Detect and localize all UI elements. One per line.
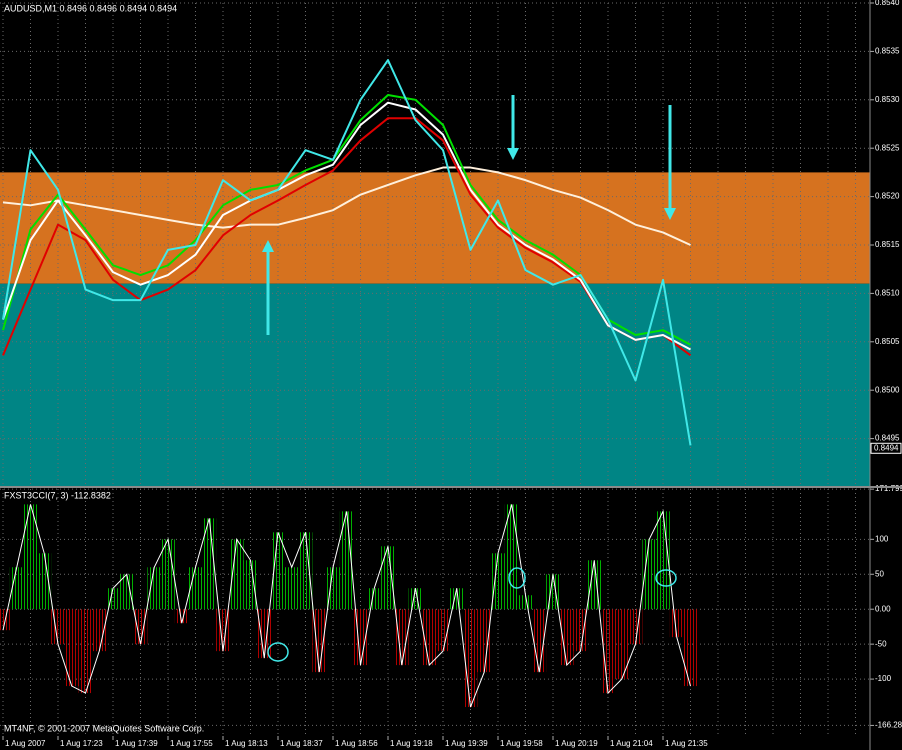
x-tick-label: 1 Aug 17:39 xyxy=(115,739,158,748)
y-tick-label: 0.8530 xyxy=(875,95,900,104)
x-tick-label: 1 Aug 2007 xyxy=(5,739,46,748)
histogram-bar xyxy=(312,609,327,673)
histogram-bar xyxy=(642,539,657,610)
histogram-bar xyxy=(92,609,107,652)
histogram-bar xyxy=(367,588,382,610)
indicator-line xyxy=(2,117,692,357)
signal-arrows xyxy=(262,95,676,335)
arrow-head xyxy=(262,240,274,252)
indicator-title: FXST3CCI(7, 3) -112.8382 xyxy=(4,490,111,500)
x-tick-label: 1 Aug 17:55 xyxy=(170,739,213,748)
indicator-line xyxy=(2,166,691,246)
x-tick-label: 1 Aug 20:19 xyxy=(555,739,598,748)
x-tick-label: 1 Aug 21:04 xyxy=(610,739,653,748)
histogram-bar xyxy=(559,609,574,666)
histogram-bar xyxy=(23,504,38,610)
y-tick-label: 0.00 xyxy=(875,604,891,613)
histogram-bar xyxy=(381,546,395,610)
histogram-bar xyxy=(257,609,272,659)
histogram-bar xyxy=(229,539,244,610)
histogram-bar xyxy=(202,518,217,610)
histogram-bar xyxy=(64,609,79,687)
x-tick-label: 1 Aug 19:58 xyxy=(500,739,543,748)
y-tick-label: -50 xyxy=(875,639,887,648)
indicator-line xyxy=(2,59,692,446)
chart-title: AUDUSD,M1 0.8496 0.8496 0.8494 0.8494 xyxy=(4,3,177,13)
histogram-bar xyxy=(119,574,134,610)
y-tick-label: 0.8495 xyxy=(875,434,900,443)
y-tick-label: 0.8510 xyxy=(875,289,900,298)
histogram-bar xyxy=(271,532,285,610)
last-price-label: 0.8494 xyxy=(874,443,899,452)
histogram-bar xyxy=(628,609,643,645)
x-tick-label: 1 Aug 21:35 xyxy=(665,739,708,748)
histogram-bar xyxy=(9,567,24,610)
circle xyxy=(655,569,677,587)
y-tick-label: 0.8505 xyxy=(875,337,900,346)
histogram-bar xyxy=(51,609,65,645)
indicator-line xyxy=(2,93,691,346)
histogram-bar xyxy=(463,609,478,708)
last-price-box xyxy=(870,442,902,454)
x-tick-label: 1 Aug 18:37 xyxy=(280,739,323,748)
price-zone xyxy=(0,283,870,487)
circle xyxy=(267,642,289,662)
footer: MT4NF, © 2001-2007 MetaQuotes Software C… xyxy=(4,723,204,733)
y-tick-label: 100 xyxy=(875,534,889,543)
histogram-bar xyxy=(656,511,670,610)
y-tick-label: 0.8520 xyxy=(875,192,900,201)
histogram-bar xyxy=(504,504,519,610)
y-tick-label: 0.8535 xyxy=(875,47,900,56)
histogram-bar xyxy=(78,609,93,694)
histogram-bar xyxy=(147,567,162,610)
arrow-head xyxy=(507,148,519,160)
histogram-bar xyxy=(422,609,437,666)
histogram-bar xyxy=(518,595,533,610)
histogram-bar xyxy=(408,588,423,610)
histogram-bar xyxy=(298,532,313,610)
indicator-outline xyxy=(2,504,691,708)
histogram-bar xyxy=(161,539,175,610)
y-tick-label: 0.8525 xyxy=(875,143,900,152)
histogram-bar xyxy=(37,553,52,610)
histogram-bar xyxy=(339,511,354,610)
histogram-bar xyxy=(243,560,258,610)
histogram-bar xyxy=(683,609,698,687)
y-tick-label: 0.8500 xyxy=(875,385,900,394)
price-zone xyxy=(0,172,870,284)
histogram-bar xyxy=(491,553,505,610)
arrow-head xyxy=(664,208,676,220)
histogram-bar xyxy=(326,567,340,610)
histogram-bar xyxy=(284,567,299,610)
histogram-bar xyxy=(601,609,615,694)
histogram-bar xyxy=(573,609,588,652)
x-tick-label: 1 Aug 19:18 xyxy=(390,739,433,748)
histogram-bar xyxy=(174,609,189,624)
x-tick-label: 1 Aug 18:56 xyxy=(335,739,378,748)
x-tick-label: 1 Aug 17:23 xyxy=(60,739,103,748)
y-tick-label: -166.2851 xyxy=(875,721,902,730)
histogram-bar xyxy=(188,567,203,610)
histogram-bar xyxy=(477,609,492,673)
histogram-bar xyxy=(436,609,450,652)
x-tick-label: 1 Aug 19:39 xyxy=(445,739,488,748)
y-tick-label: -100 xyxy=(875,674,892,683)
y-tick-label: 171.7995 xyxy=(875,484,902,493)
y-tick-label: 50 xyxy=(875,569,884,578)
x-tick-label: 1 Aug 18:13 xyxy=(225,739,268,748)
circle xyxy=(508,567,526,589)
y-tick-label: 0.8540 xyxy=(875,0,900,7)
histogram-bar xyxy=(587,560,602,610)
y-tick-label: 0.8515 xyxy=(875,240,900,249)
histogram-bar xyxy=(532,609,547,673)
histogram-bar xyxy=(133,609,148,645)
histogram-bar xyxy=(394,609,409,666)
histogram-bar xyxy=(106,588,120,610)
histogram-bar xyxy=(669,609,684,638)
signal-circles xyxy=(267,567,677,662)
histogram-bar xyxy=(614,609,629,680)
